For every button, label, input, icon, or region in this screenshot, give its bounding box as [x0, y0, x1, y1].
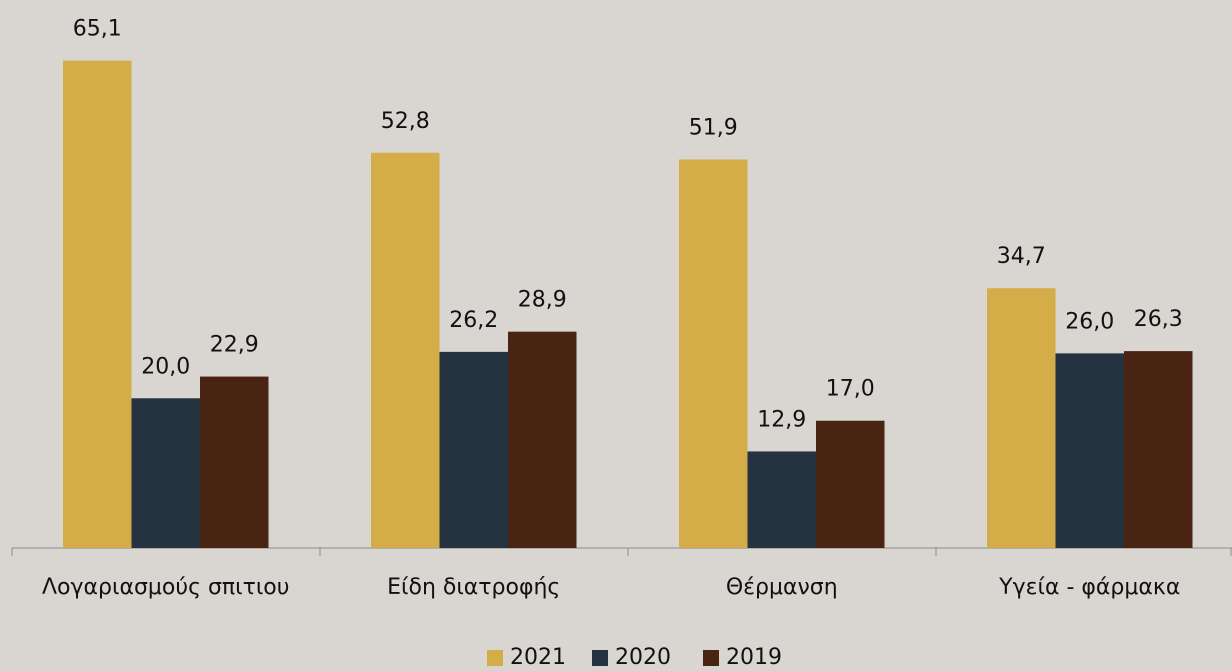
bar — [747, 451, 816, 548]
data-label: 26,2 — [449, 308, 498, 333]
data-label: 22,9 — [210, 333, 259, 358]
legend-label: 2021 — [510, 645, 566, 670]
x-tick-label: Είδη διατροφής — [387, 575, 560, 600]
bar — [63, 60, 132, 549]
x-tick-label: Υγεία - φάρμακα — [998, 575, 1180, 600]
legend-swatch — [592, 650, 608, 666]
bar — [816, 420, 885, 548]
bar — [1124, 351, 1193, 548]
legend-swatch — [703, 650, 719, 666]
data-label: 26,3 — [1134, 307, 1183, 332]
legend-label: 2020 — [615, 645, 671, 670]
data-label: 26,0 — [1065, 309, 1114, 334]
data-label: 52,8 — [381, 109, 430, 134]
legend-label: 2019 — [726, 645, 782, 670]
bar — [439, 351, 508, 548]
bar — [371, 152, 440, 549]
legend-swatch — [487, 650, 503, 666]
bar — [200, 376, 269, 548]
bar — [679, 159, 748, 548]
bar — [987, 288, 1056, 548]
data-label: 17,0 — [826, 377, 875, 402]
bar — [508, 331, 577, 548]
x-tick-label: Θέρμανση — [726, 575, 838, 600]
data-label: 28,9 — [518, 288, 567, 313]
bar — [131, 398, 200, 548]
data-label: 51,9 — [689, 115, 738, 140]
data-label: 12,9 — [757, 407, 806, 432]
data-label: 65,1 — [73, 17, 122, 42]
data-label: 34,7 — [997, 244, 1046, 269]
data-label: 20,0 — [141, 354, 190, 379]
bar — [1055, 353, 1124, 548]
x-tick-label: Λογαριασμούς σπιτιου — [42, 575, 290, 600]
